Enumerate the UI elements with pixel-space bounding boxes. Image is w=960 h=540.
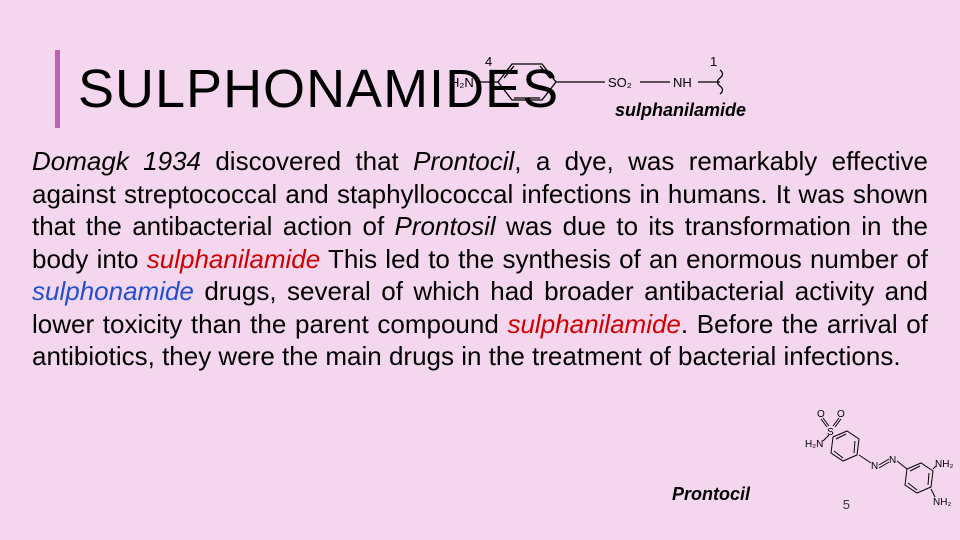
prontocil1: Prontocil	[413, 146, 514, 176]
svg-text:NH₂: NH₂	[933, 497, 951, 508]
prontocil-label: Prontocil	[672, 484, 750, 505]
blue1: sulphonamide	[32, 276, 194, 306]
accent-bar	[55, 50, 60, 128]
svg-text:H₂N: H₂N	[805, 439, 823, 450]
sulphanilamide-label: sulphanilamide	[615, 100, 746, 121]
body-paragraph: Domagk 1934 discovered that Prontocil, a…	[32, 145, 928, 373]
prontocil-structure: O O S H₂N N N NH₂ NH₂	[803, 405, 958, 520]
svg-text:NH₂: NH₂	[935, 459, 953, 470]
prontosil2: Prontosil	[395, 211, 496, 241]
seg1: discovered that	[201, 146, 413, 176]
one-label: 1	[710, 54, 717, 69]
four-label: 4	[485, 54, 492, 69]
so2-label: SO₂	[608, 75, 632, 90]
nh-label: NH	[673, 75, 692, 90]
seg4: This led to the synthesis of an enormous…	[320, 244, 928, 274]
red1: sulphanilamide	[147, 244, 320, 274]
svg-text:N: N	[889, 455, 896, 466]
domagk-text: Domagk 1934	[32, 146, 201, 176]
svg-text:N: N	[871, 461, 878, 472]
red2: sulphanilamide	[507, 309, 680, 339]
h2n-label: H₂N	[450, 75, 474, 90]
